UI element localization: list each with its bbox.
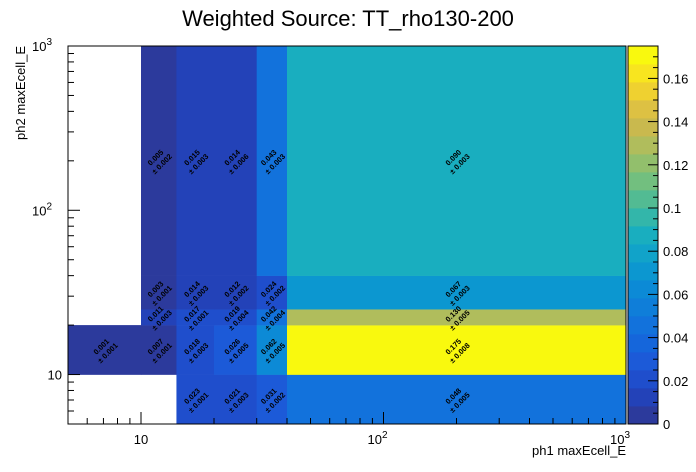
colorbar-tick-label: 0.14 [663,115,688,130]
colorbar-tick-label: 0.04 [663,331,688,346]
heatmap-cell [141,46,177,276]
y-tick-label: 10 [48,368,62,383]
heatmap-cell [214,309,257,326]
heatmap-cell [256,325,288,375]
heatmap-cell [176,275,215,310]
colorbar-segment [628,406,658,425]
x-tick-label: 102 [367,430,387,447]
x-tick-label: 10 [134,432,148,447]
heatmap-cell [287,374,627,425]
colorbar-segment [628,298,658,317]
colorbar-segment [628,172,658,191]
heatmap-cell [214,325,257,375]
colorbar-segment [628,136,658,155]
heatmap-cell [176,374,215,425]
heatmap-cell [141,275,177,310]
colorbar-tick-label: 0.1 [663,201,681,216]
colorbar-tick-label: 0.12 [663,158,688,173]
y-tick-label: 103 [32,37,52,54]
heatmap-cell [256,46,288,276]
y-tick-label: 102 [32,201,52,218]
colorbar-segment [628,208,658,227]
colorbar-segment [628,190,658,209]
heatmap-cell [141,325,177,375]
colorbar-segment [628,262,658,281]
heatmap-cell [176,46,215,276]
y-axis-label: ph2 maxEcell_E [13,46,28,140]
colorbar-ticks: 0 0.02 0.04 0.06 0.08 0.1 0.12 0.14 0.16 [648,45,688,432]
colorbar-tick-label: 0.16 [663,71,688,86]
heatmap-cell [287,309,627,326]
heatmap-cell [287,325,627,375]
heatmap-cell [256,309,288,326]
colorbar-segment [628,244,658,263]
heatmap-cell [141,309,177,326]
heatmap-cell [256,275,288,310]
colorbar-segment [628,370,658,389]
colorbar-segment [628,154,658,173]
heatmap-cell [214,46,257,276]
heatmap-cell [256,374,288,425]
colorbar-segment [628,64,658,83]
colorbar-segment [628,46,658,65]
colorbar-segment [628,100,658,119]
colorbar [627,45,659,425]
colorbar-tick-label: 0.06 [663,287,688,302]
colorbar-segment [628,316,658,335]
colorbar-frame [627,45,659,425]
colorbar-segment [628,352,658,371]
heatmap-cell [176,325,215,375]
colorbar-segment [628,226,658,245]
heatmap-cell [68,325,142,375]
heatmap-cell [287,275,627,310]
x-axis-label: ph1 maxEcell_E [532,443,626,458]
heatmap-cell [214,374,257,425]
heatmap-cell [176,309,215,326]
colorbar-tick-label: 0.08 [663,244,688,259]
colorbar-tick-label: 0.02 [663,374,688,389]
colorbar-segment [628,334,658,353]
colorbar-segment [628,280,658,299]
colorbar-segment [628,118,658,137]
colorbar-segment [628,388,658,407]
heatmap-cell [214,275,257,310]
chart-title: Weighted Source: TT_rho130-200 [182,6,514,31]
plot-frame [67,45,627,425]
colorbar-tick-label: 0 [663,417,670,432]
heatmap-cells [68,46,627,425]
colorbar-segment [628,82,658,101]
heatmap-cell [287,46,627,276]
